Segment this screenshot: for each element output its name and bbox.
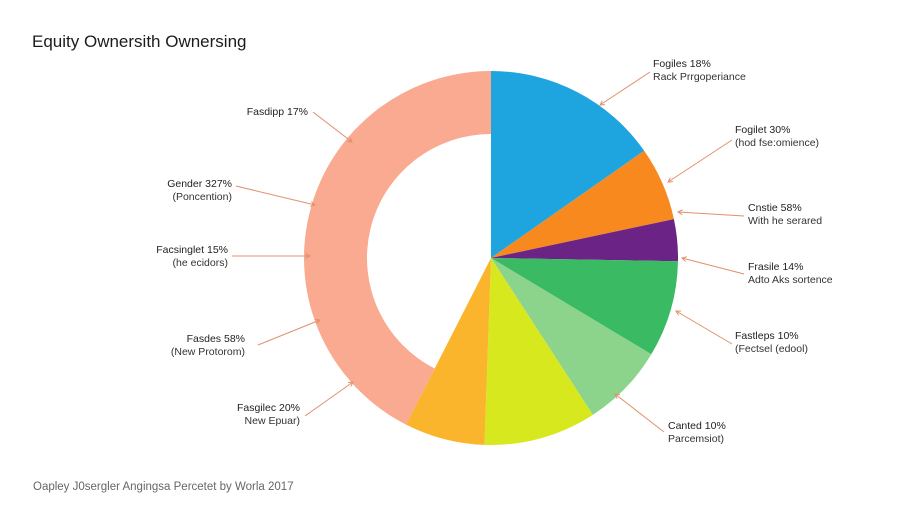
leader-line xyxy=(235,185,316,206)
leader-line xyxy=(677,211,745,217)
arrowhead-icon xyxy=(305,253,312,259)
slice-label-title: Gender 327% xyxy=(167,178,232,190)
pie-slice xyxy=(491,150,674,258)
slice-label-title: Fasdipp 17% xyxy=(246,106,308,118)
arrowhead-icon xyxy=(314,318,321,325)
slice-label-subtitle: Adto Aks sortence xyxy=(748,274,833,286)
leader-line xyxy=(614,393,665,433)
arrowhead-icon xyxy=(614,393,621,399)
slice-label-title: Cnstie 58% xyxy=(748,202,802,214)
pie-slice xyxy=(406,258,491,445)
pie-slice xyxy=(491,258,652,415)
slice-label: Fasgilec 20% New Epuar) xyxy=(237,402,300,428)
slice-label-title: Frasile 14% xyxy=(748,261,804,273)
leader-line xyxy=(257,319,321,346)
slice-label-title: Fasgilec 20% xyxy=(236,402,300,414)
slice-label-subtitle: Rack Prrgoperiance xyxy=(653,71,746,83)
leader-lines xyxy=(232,71,745,433)
pie-slice xyxy=(484,258,593,445)
arrowhead-icon xyxy=(676,209,683,216)
slice-label: Fogilet 30% (hod fse:omience) xyxy=(735,124,819,150)
chart-title: Equity Ownersith Ownersing xyxy=(32,32,247,51)
pie-slice xyxy=(304,71,491,425)
leader-line xyxy=(304,381,354,417)
slice-label: Gender 327% (Poncention) xyxy=(167,178,232,204)
arrowhead-icon xyxy=(667,177,674,183)
slice-label-title: Canted 10% xyxy=(668,420,726,432)
slice-label: Fasdes 58% (New Protorom) xyxy=(171,333,245,359)
slice-label-subtitle: (Fectsel (edool) xyxy=(735,343,808,355)
arrowhead-icon xyxy=(347,381,354,387)
slice-label-subtitle: (New Protorom) xyxy=(170,346,245,358)
slice-label-subtitle: Parcemsiot) xyxy=(668,433,725,445)
arrowhead-icon xyxy=(346,137,353,143)
leader-line xyxy=(667,139,733,183)
slice-label-title: Fastleps 10% xyxy=(735,330,799,342)
arrowhead-icon xyxy=(680,256,687,262)
leader-line xyxy=(681,257,745,275)
pie-slice xyxy=(491,258,678,355)
pie-slice xyxy=(491,219,678,262)
arrowhead-icon xyxy=(675,310,682,316)
arrowhead-icon xyxy=(310,201,317,207)
arrowhead-icon xyxy=(599,100,606,106)
slice-label-subtitle: New Epuar) xyxy=(244,415,300,427)
slice-label: Fastleps 10% (Fectsel (edool) xyxy=(735,330,808,356)
slice-label-title: Fasdes 58% xyxy=(186,333,245,345)
pie-slices xyxy=(304,71,678,445)
leader-line xyxy=(675,310,733,345)
leader-line xyxy=(312,111,353,143)
slice-label-subtitle: With he serared xyxy=(748,215,823,227)
slice-label: Cnstie 58% With he serared xyxy=(748,202,822,228)
slice-label: Frasile 14% Adto Aks sortence xyxy=(748,261,833,287)
slice-label-subtitle: (he ecidors) xyxy=(172,257,228,269)
slice-label-subtitle: (hod fse:omience) xyxy=(735,137,820,149)
leader-line xyxy=(599,71,651,106)
chart-footnote: Oapley J0sergler Angingsa Percetet by Wo… xyxy=(33,481,294,493)
pie-slice xyxy=(491,71,645,258)
slice-label: Canted 10% Parcemsiot) xyxy=(668,420,726,446)
slice-label: Fogiles 18% Rack Prrgoperiance xyxy=(653,58,746,84)
slice-label-title: Fogilet 30% xyxy=(735,124,791,136)
slice-label: Fasdipp 17% xyxy=(247,106,308,119)
slice-label-subtitle: (Poncention) xyxy=(172,191,232,203)
slice-label-title: Fogiles 18% xyxy=(653,58,711,70)
slice-label-title: Facsinglet 15% xyxy=(156,244,228,256)
slice-label: Facsinglet 15% (he ecidors) xyxy=(156,244,228,270)
